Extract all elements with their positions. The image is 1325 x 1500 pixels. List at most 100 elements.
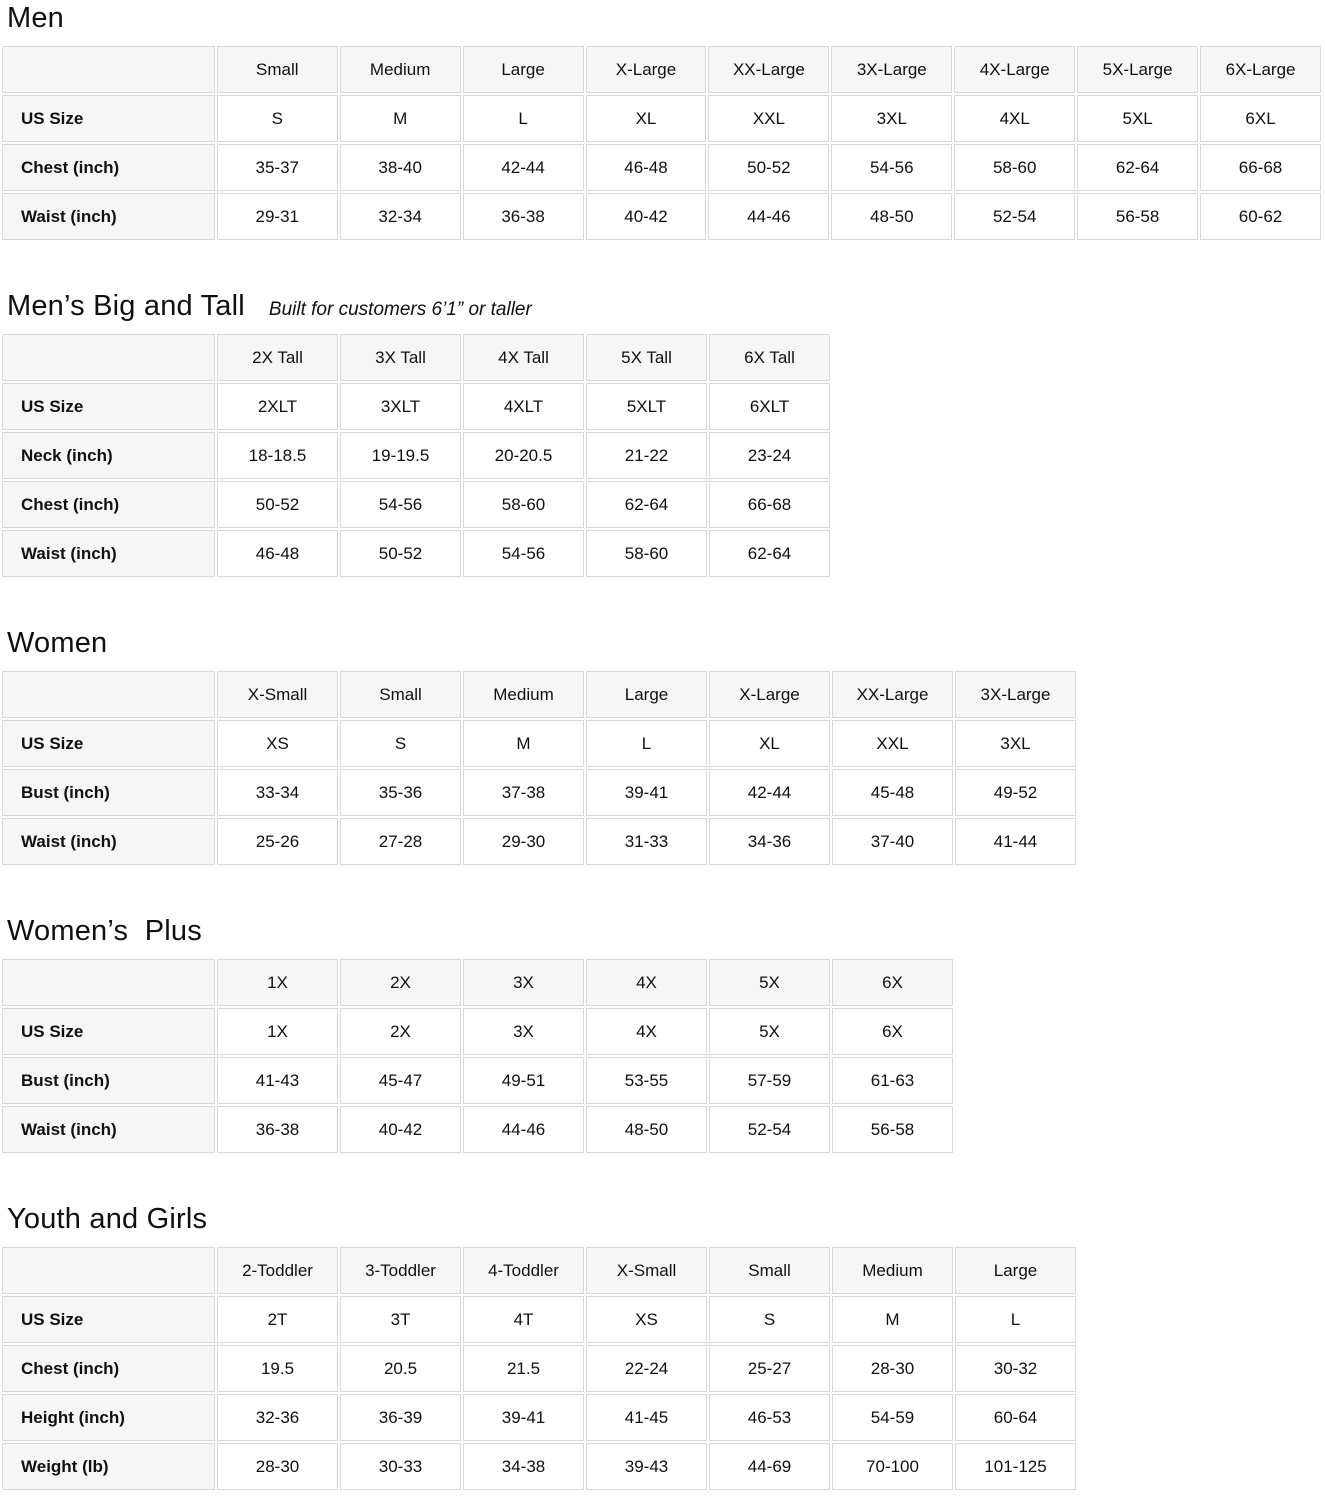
size-cell: 56-58	[1077, 193, 1199, 240]
size-cell: 52-54	[954, 193, 1076, 240]
column-header: 5X-Large	[1077, 46, 1199, 93]
section-title: Men	[7, 2, 65, 34]
section-title: Women	[7, 627, 108, 659]
column-header: XX-Large	[708, 46, 830, 93]
size-cell: 57-59	[709, 1057, 830, 1104]
row-label: Waist (inch)	[2, 193, 215, 240]
size-cell: 42-44	[709, 769, 830, 816]
row-label: Height (inch)	[2, 1394, 215, 1441]
column-header: 4X-Large	[954, 46, 1076, 93]
row-label: Waist (inch)	[2, 1106, 215, 1153]
size-cell: 6X	[832, 1008, 953, 1055]
row-label: Waist (inch)	[2, 818, 215, 865]
size-table: 2-Toddler 3-Toddler 4-Toddler X-Small Small M…	[0, 1245, 1078, 1492]
size-cell: 53-55	[586, 1057, 707, 1104]
table-row: US Size 1X 2X 3X 4X 5X 6X	[2, 1008, 953, 1055]
size-cell: 62-64	[1077, 144, 1199, 191]
size-cell: 34-38	[463, 1443, 584, 1490]
table-row: US Size 2XLT 3XLT 4XLT 5XLT 6XLT	[2, 383, 830, 430]
size-cell: 44-46	[708, 193, 830, 240]
table-row: Weight (lb) 28-30 30-33 34-38 39-43 44-69 70-1…	[2, 1443, 1076, 1490]
size-cell: 54-56	[831, 144, 953, 191]
column-header: 3X Tall	[340, 334, 461, 381]
column-header: Large	[586, 671, 707, 718]
column-header: X-Small	[586, 1247, 707, 1294]
size-cell: 5XL	[1077, 95, 1199, 142]
size-cell: 25-27	[709, 1345, 830, 1392]
size-section: Youth and Girls 2-Toddler 3-Toddler 4-Toddl…	[0, 1203, 1323, 1492]
size-cell: M	[832, 1296, 953, 1343]
column-header: 3X	[463, 959, 584, 1006]
column-header: 2X Tall	[217, 334, 338, 381]
section-title: Youth and Girls	[7, 1203, 208, 1235]
row-label: Chest (inch)	[2, 1345, 215, 1392]
row-label: Bust (inch)	[2, 1057, 215, 1104]
size-cell: 30-33	[340, 1443, 461, 1490]
size-cell: 38-40	[339, 144, 461, 191]
column-header: X-Large	[585, 46, 707, 93]
size-cell: M	[339, 95, 461, 142]
size-cell: 36-38	[217, 1106, 338, 1153]
size-cell: 5XLT	[586, 383, 707, 430]
table-row: Chest (inch) 35-37 38-40 42-44 46-48 50-52 54-…	[2, 144, 1321, 191]
table-row: Bust (inch) 33-34 35-36 37-38 39-41 42-44 45-4…	[2, 769, 1076, 816]
column-header: Small	[216, 46, 338, 93]
size-cell: 46-48	[217, 530, 338, 577]
column-header: Medium	[463, 671, 584, 718]
column-header: 3-Toddler	[340, 1247, 461, 1294]
table-row: Waist (inch) 29-31 32-34 36-38 40-42 44-46 48-…	[2, 193, 1321, 240]
size-cell: S	[340, 720, 461, 767]
table-row: Waist (inch) 46-48 50-52 54-56 58-60 62-64	[2, 530, 830, 577]
size-cell: S	[709, 1296, 830, 1343]
size-cell: XL	[709, 720, 830, 767]
size-cell: 22-24	[586, 1345, 707, 1392]
section-title-row: Men	[7, 2, 1323, 35]
table-row: Neck (inch) 18-18.5 19-19.5 20-20.5 21-22 23-…	[2, 432, 830, 479]
row-label: US Size	[2, 1008, 215, 1055]
column-header: 6X-Large	[1200, 46, 1321, 93]
size-cell: 4X	[586, 1008, 707, 1055]
size-cell: XXL	[708, 95, 830, 142]
size-cell: 101-125	[955, 1443, 1076, 1490]
column-header: 3X-Large	[831, 46, 953, 93]
size-cell: L	[586, 720, 707, 767]
row-label: US Size	[2, 720, 215, 767]
table-row: Chest (inch) 19.5 20.5 21.5 22-24 25-27 28-30 3…	[2, 1345, 1076, 1392]
row-label: Bust (inch)	[2, 769, 215, 816]
table-row: US Size XS S M L XL XXL 3XL	[2, 720, 1076, 767]
row-label: Neck (inch)	[2, 432, 215, 479]
size-cell: 36-38	[462, 193, 584, 240]
size-cell: 61-63	[832, 1057, 953, 1104]
column-header: 3X-Large	[955, 671, 1076, 718]
size-cell: 54-59	[832, 1394, 953, 1441]
size-cell: 4T	[463, 1296, 584, 1343]
size-section: Men’s Big and Tall Built for customers 6’…	[0, 290, 1323, 579]
row-label: Chest (inch)	[2, 144, 215, 191]
size-cell: 27-28	[340, 818, 461, 865]
size-cell: 50-52	[708, 144, 830, 191]
column-header: 4-Toddler	[463, 1247, 584, 1294]
table-row: Waist (inch) 36-38 40-42 44-46 48-50 52-54 56-…	[2, 1106, 953, 1153]
section-title: Women’s Plus	[7, 915, 202, 947]
corner-cell	[2, 671, 215, 718]
size-cell: 34-36	[709, 818, 830, 865]
size-cell: 29-30	[463, 818, 584, 865]
size-cell: 28-30	[217, 1443, 338, 1490]
column-header: Small	[709, 1247, 830, 1294]
size-cell: 32-34	[339, 193, 461, 240]
column-header: Small	[340, 671, 461, 718]
size-cell: 6XLT	[709, 383, 830, 430]
column-header: Medium	[832, 1247, 953, 1294]
row-label: US Size	[2, 95, 215, 142]
column-header: 5X Tall	[586, 334, 707, 381]
table-row: Bust (inch) 41-43 45-47 49-51 53-55 57-59 61-6…	[2, 1057, 953, 1104]
corner-cell	[2, 46, 215, 93]
size-cell: 18-18.5	[217, 432, 338, 479]
size-table: 2X Tall 3X Tall 4X Tall 5X Tall 6X Tall US Si…	[0, 332, 832, 579]
size-cell: 31-33	[586, 818, 707, 865]
size-cell: 3X	[463, 1008, 584, 1055]
column-header: Large	[462, 46, 584, 93]
column-header: 2-Toddler	[217, 1247, 338, 1294]
size-cell: 37-40	[832, 818, 953, 865]
size-cell: XL	[585, 95, 707, 142]
